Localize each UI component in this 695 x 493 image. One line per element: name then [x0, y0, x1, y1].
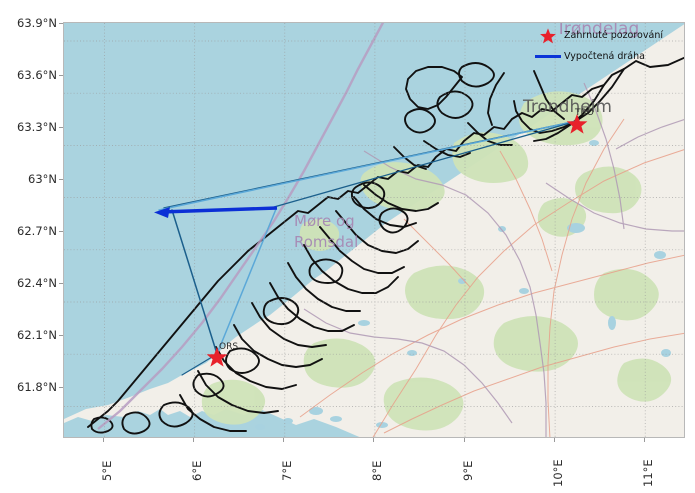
xtick-mark-9	[464, 438, 465, 442]
map-text-labels: Trøndelag Trondheim TRO Møre og Romsdal …	[219, 23, 639, 352]
ytick-label-63-6: 63.6°N	[17, 68, 57, 82]
station-marker-tro	[566, 114, 588, 134]
label-more-og: Møre og	[294, 212, 355, 230]
sightline-ors-east	[216, 208, 277, 355]
label-tro: TRO	[574, 108, 594, 118]
legend-label-observation: Zahrnuté pozorování	[564, 29, 663, 41]
label-trondelag: Trøndelag	[555, 23, 639, 39]
ytick-label-63: 63°N	[28, 172, 57, 186]
xtick-mark-10	[554, 438, 555, 442]
sightline-tro-lower	[158, 120, 578, 211]
xtick-mark-11	[644, 438, 645, 442]
admin-boundaries	[303, 82, 684, 437]
ytick-label-62-1: 62.1°N	[17, 328, 57, 342]
xtick-mark-7	[283, 438, 284, 442]
land-mass	[64, 24, 684, 437]
xtick-label-8: 8°E	[370, 460, 384, 481]
station-marker-ors	[206, 347, 228, 367]
sightline-ors-west	[171, 209, 218, 355]
sightline-tro-mid	[273, 120, 578, 208]
sight-lines	[158, 120, 578, 376]
legend-label-trajectory: Vypočtená dráha	[564, 50, 645, 62]
ytick-label-63-9: 63.9°N	[17, 16, 57, 30]
xtick-label-10: 10°E	[551, 459, 565, 487]
trajectory-arrowhead	[154, 207, 170, 218]
label-romsdal: Romsdal	[294, 233, 358, 251]
map-plot-area[interactable]: Trøndelag Trondheim TRO Møre og Romsdal …	[63, 22, 685, 438]
xtick-label-11: 11°E	[641, 459, 655, 487]
xtick-label-5: 5°E	[100, 460, 114, 481]
xtick-mark-6	[193, 438, 194, 442]
xtick-label-9: 9°E	[461, 460, 475, 481]
lakes	[255, 140, 671, 430]
xtick-mark-8	[373, 438, 374, 442]
xtick-mark-5	[103, 438, 104, 442]
ytick-label-62-4: 62.4°N	[17, 276, 57, 290]
legend-row-trajectory: Vypočtená dráha	[532, 46, 676, 67]
ytick-label-62-7: 62.7°N	[17, 224, 57, 238]
xtick-label-7: 7°E	[280, 460, 294, 481]
ytick-label-63-3: 63.3°N	[17, 120, 57, 134]
xtick-label-6: 6°E	[190, 460, 204, 481]
maritime-boundary	[97, 23, 385, 430]
computed-trajectory	[154, 206, 278, 218]
map-legend: Zahrnuté pozorování Vypočtená dráha	[528, 23, 680, 70]
label-trondheim: Trondheim	[522, 97, 612, 117]
vegetation-patches	[201, 91, 672, 431]
legend-row-observation: Zahrnuté pozorování	[532, 25, 676, 46]
ytick-label-61-8: 61.8°N	[17, 380, 57, 394]
red-star-icon	[532, 25, 564, 46]
gridlines	[64, 23, 684, 437]
roads	[299, 118, 684, 437]
label-ors: ORS	[219, 342, 238, 352]
blue-line-icon	[532, 46, 564, 67]
station-markers	[206, 114, 588, 367]
trajectory-line	[160, 206, 278, 214]
